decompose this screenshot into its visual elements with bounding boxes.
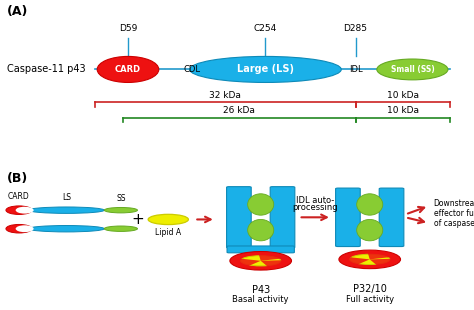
FancyBboxPatch shape (336, 188, 360, 246)
Wedge shape (367, 250, 397, 259)
Ellipse shape (190, 56, 341, 82)
Wedge shape (370, 259, 399, 268)
Text: P32/10: P32/10 (353, 284, 387, 294)
Text: P43: P43 (252, 285, 270, 295)
Ellipse shape (377, 59, 448, 80)
Text: C254: C254 (254, 24, 277, 33)
Text: CARD: CARD (115, 65, 141, 74)
Ellipse shape (6, 224, 32, 233)
Ellipse shape (104, 207, 137, 213)
Text: Lipid A: Lipid A (155, 228, 182, 237)
Text: (A): (A) (7, 5, 28, 18)
Text: Downstream: Downstream (434, 198, 474, 208)
FancyBboxPatch shape (379, 188, 404, 246)
Text: Small (SS): Small (SS) (391, 65, 434, 74)
FancyBboxPatch shape (227, 246, 294, 253)
Text: CDL: CDL (183, 65, 201, 74)
Text: IDL auto-: IDL auto- (296, 196, 334, 205)
Ellipse shape (248, 219, 274, 241)
Ellipse shape (6, 206, 32, 215)
Ellipse shape (16, 225, 34, 232)
Text: CARD: CARD (8, 192, 30, 201)
Text: +: + (131, 212, 144, 227)
Ellipse shape (148, 214, 189, 224)
Text: effector functions: effector functions (434, 209, 474, 218)
Circle shape (339, 250, 401, 269)
Wedge shape (258, 252, 288, 261)
Text: Full activity: Full activity (346, 294, 394, 303)
Text: processing: processing (292, 203, 338, 212)
Text: IDL: IDL (349, 65, 362, 74)
Text: of caspase-11: of caspase-11 (434, 219, 474, 228)
Ellipse shape (248, 194, 274, 215)
Text: SS: SS (116, 194, 126, 203)
Text: LS: LS (62, 193, 71, 202)
FancyBboxPatch shape (270, 187, 295, 248)
Text: Large (LS): Large (LS) (237, 64, 294, 74)
Wedge shape (261, 260, 290, 269)
Circle shape (230, 251, 292, 270)
Ellipse shape (356, 219, 383, 241)
Text: 10 kDa: 10 kDa (387, 91, 419, 100)
Text: (B): (B) (7, 172, 28, 185)
Ellipse shape (104, 226, 137, 232)
Text: D59: D59 (119, 24, 137, 33)
Wedge shape (231, 258, 261, 268)
Ellipse shape (356, 194, 383, 215)
Text: 26 kDa: 26 kDa (223, 106, 255, 115)
Text: 32 kDa: 32 kDa (209, 91, 241, 100)
Text: Basal activity: Basal activity (232, 294, 289, 303)
Ellipse shape (28, 207, 104, 213)
Ellipse shape (97, 56, 159, 82)
Text: 10 kDa: 10 kDa (387, 106, 419, 115)
Ellipse shape (28, 225, 104, 232)
Ellipse shape (350, 254, 390, 264)
Ellipse shape (16, 207, 34, 214)
FancyBboxPatch shape (227, 187, 251, 248)
Text: Caspase-11 p43: Caspase-11 p43 (7, 64, 86, 74)
Ellipse shape (241, 256, 281, 266)
Wedge shape (340, 256, 370, 267)
Text: D285: D285 (344, 24, 367, 33)
